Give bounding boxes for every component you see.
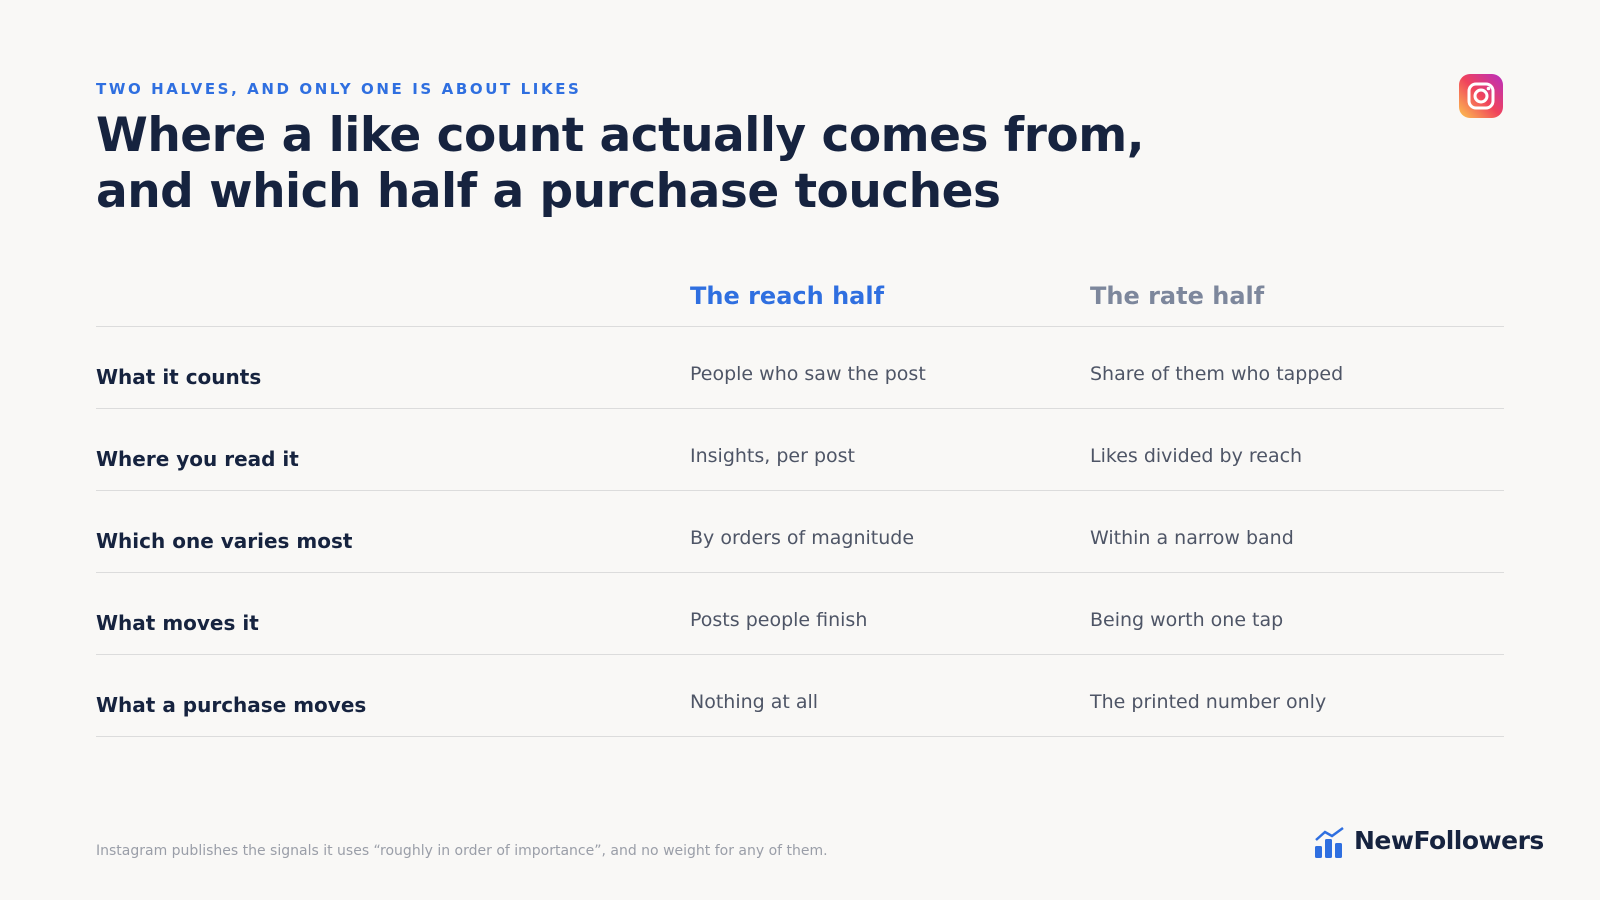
cell-text: Posts people finish [690, 609, 868, 631]
cell-text: By orders of magnitude [690, 527, 915, 549]
table-row: What a purchase moves Nothing at all The p… [96, 655, 1504, 737]
row-label: Where you read it [96, 447, 299, 471]
row-label: What moves it [96, 611, 259, 635]
column-header: The rate half [1090, 282, 1265, 310]
row-label: What it counts [96, 365, 262, 389]
brand-logo [1315, 826, 1344, 858]
title-line: and which half a purchase touches [96, 164, 1001, 219]
footnote: Instagram publishes the signals it uses … [96, 843, 828, 859]
instagram-icon [1459, 74, 1503, 118]
column-header: The reach half [690, 282, 885, 310]
table-body: What it counts People who saw the post Sha… [96, 327, 1504, 737]
comparison-table: The reach half The rate half What it cou… [96, 270, 1504, 737]
cell-text: The printed number only [1090, 691, 1327, 713]
cell-text: Share of them who tapped [1090, 363, 1344, 385]
cell-text: Within a narrow band [1090, 527, 1294, 549]
cell-text: Insights, per post [690, 445, 855, 467]
eyebrow: TWO HALVES, AND ONLY ONE IS ABOUT LIKES [96, 80, 582, 98]
row-label: Which one varies most [96, 529, 353, 553]
cell-text: Being worth one tap [1090, 609, 1284, 631]
table-row: What moves it Posts people finish Being wo… [96, 573, 1504, 655]
title-line: Where a like count actually comes from, [96, 108, 1145, 163]
table-row: Which one varies most By orders of magnit… [96, 491, 1504, 573]
cell-text: People who saw the post [690, 363, 926, 385]
brand-name: NewFollowers [1354, 826, 1544, 855]
title: Where a like count actually comes from, … [96, 108, 1145, 220]
row-label: What a purchase moves [96, 693, 367, 717]
cell-text: Likes divided by reach [1090, 445, 1303, 467]
table-row: What it counts People who saw the post Sha… [96, 327, 1504, 409]
cell-text: Nothing at all [690, 691, 819, 713]
header-row: The reach half The rate half [96, 270, 1504, 327]
table-row: Where you read it Insights, per post Likes… [96, 409, 1504, 491]
